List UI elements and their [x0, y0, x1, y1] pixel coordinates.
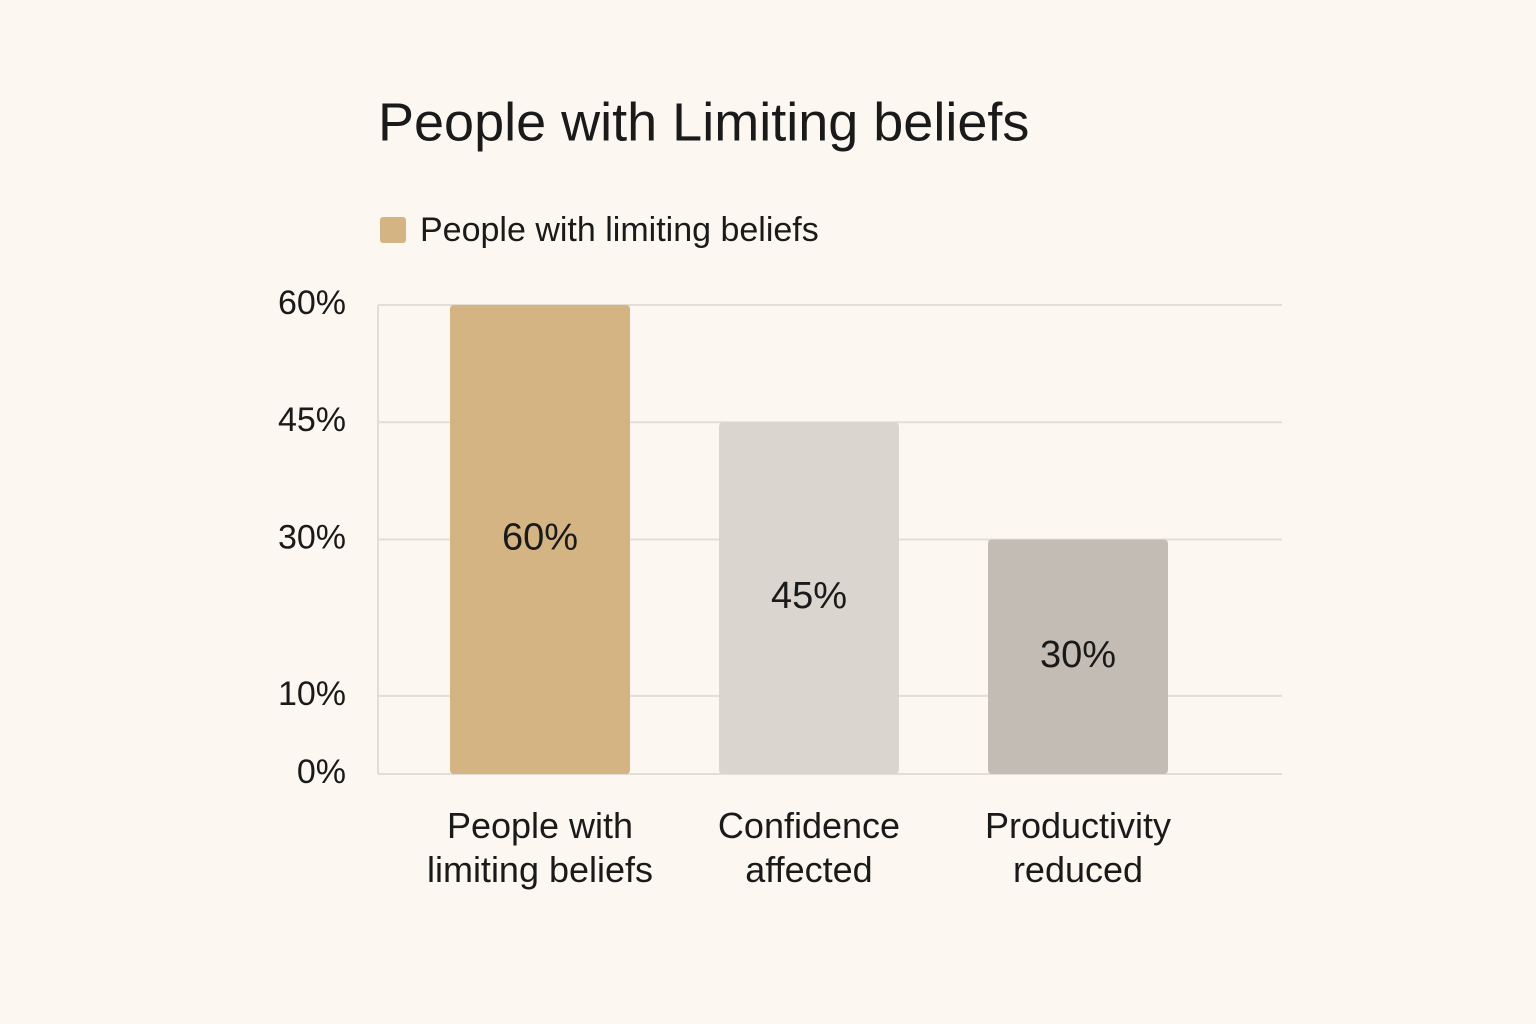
value-label: 30%	[1040, 634, 1116, 676]
x-tick-label: Productivity reduced	[984, 805, 1172, 890]
y-tick-label: 10%	[278, 675, 346, 713]
value-label: 60%	[502, 517, 578, 559]
x-tick-label: Confidence affected	[717, 805, 901, 890]
bar	[719, 422, 899, 774]
legend-label: People with limiting beliefs	[420, 211, 819, 249]
chart-title: People with Limiting beliefs	[378, 92, 1029, 152]
x-tick-label: People with limiting beliefs	[426, 805, 654, 890]
y-tick-label: 60%	[278, 284, 346, 322]
bar	[450, 305, 630, 774]
value-label: 45%	[771, 575, 847, 617]
legend-swatch	[380, 217, 406, 243]
y-tick-label: 30%	[278, 518, 346, 556]
y-tick-label: 0%	[297, 753, 346, 791]
y-tick-label: 45%	[278, 401, 346, 439]
bar	[988, 539, 1168, 774]
